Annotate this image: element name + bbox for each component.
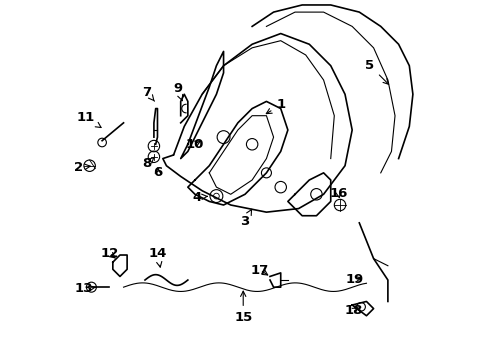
Text: 18: 18	[345, 304, 363, 317]
Text: 7: 7	[143, 86, 154, 101]
Text: 8: 8	[143, 157, 154, 170]
Text: 14: 14	[148, 247, 167, 267]
Text: 4: 4	[192, 191, 207, 204]
Text: 9: 9	[173, 82, 183, 101]
Text: 13: 13	[74, 283, 96, 296]
Text: 19: 19	[345, 273, 364, 286]
Text: 1: 1	[266, 99, 285, 114]
Text: 5: 5	[366, 59, 389, 84]
Text: 2: 2	[74, 161, 90, 174]
Text: 6: 6	[153, 166, 163, 179]
Text: 3: 3	[241, 209, 252, 228]
Text: 17: 17	[251, 264, 269, 276]
Text: 10: 10	[185, 138, 203, 151]
Text: 16: 16	[329, 187, 348, 200]
Text: 12: 12	[100, 247, 119, 260]
Text: 15: 15	[234, 291, 252, 324]
Text: 11: 11	[77, 111, 101, 127]
